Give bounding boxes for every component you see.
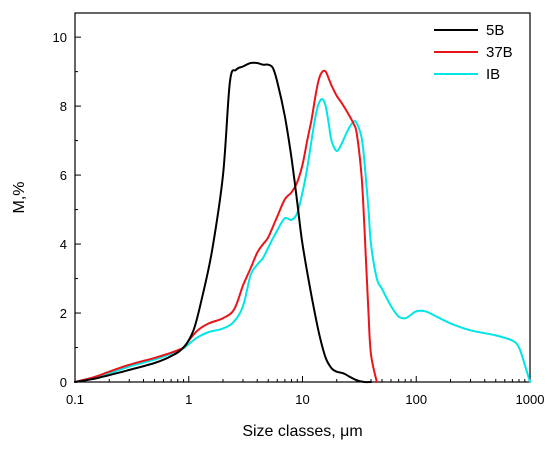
legend-label: 5B xyxy=(486,22,504,39)
series-group xyxy=(74,61,531,384)
y-tick-label: 10 xyxy=(53,30,67,45)
legend: 5B 37B IB xyxy=(434,22,513,83)
x-axis: 0.1 1 10 100 1000 xyxy=(66,376,545,407)
series-line-IB xyxy=(74,98,531,383)
y-tick-label: 4 xyxy=(60,237,67,252)
y-tick-label: 6 xyxy=(60,168,67,183)
y-tick-label: 0 xyxy=(60,375,67,390)
series-line-5B xyxy=(74,61,372,384)
x-tick-label: 10 xyxy=(295,392,309,407)
y-axis: 0 2 4 6 8 10 xyxy=(53,30,81,390)
legend-label: IB xyxy=(486,66,500,83)
series-line-37B xyxy=(74,69,378,383)
x-tick-label: 100 xyxy=(405,392,427,407)
x-tick-label: 0.1 xyxy=(66,392,84,407)
x-axis-title: Size classes, μm xyxy=(242,423,362,440)
y-tick-label: 8 xyxy=(60,99,67,114)
x-tick-label: 1 xyxy=(185,392,192,407)
y-tick-label: 2 xyxy=(60,306,67,321)
legend-label: 37B xyxy=(486,44,513,61)
x-tick-label: 1000 xyxy=(516,392,545,407)
y-axis-title: M,% xyxy=(11,182,28,214)
